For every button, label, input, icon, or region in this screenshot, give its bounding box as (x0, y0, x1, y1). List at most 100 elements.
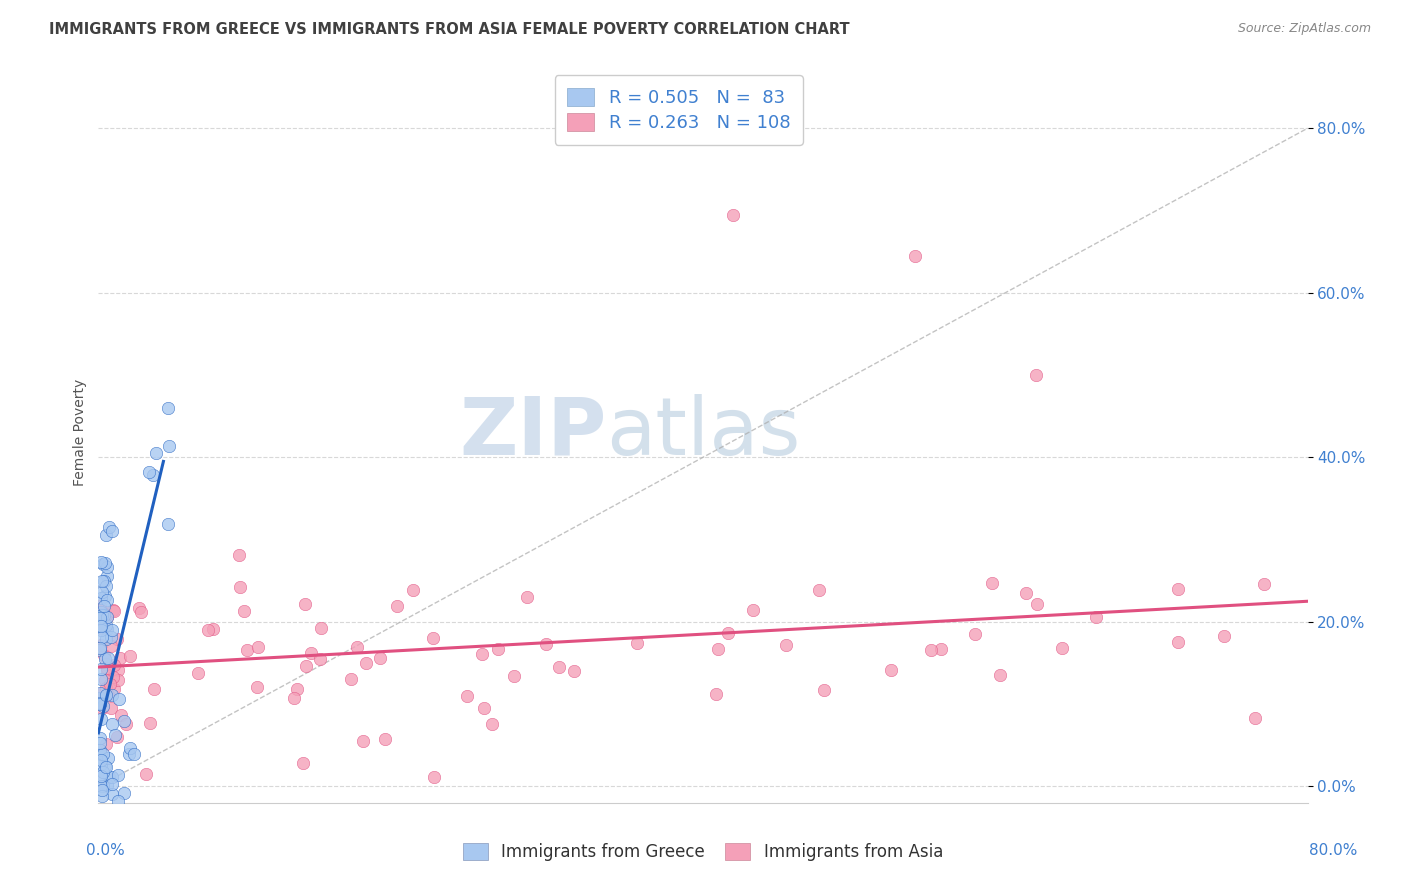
Point (118, 747, 141, 761)
Point (97, 688, 120, 702)
Point (456, 689, 478, 703)
Point (138, 466, 160, 480)
Point (89, 691, 111, 706)
Point (98, 520, 121, 534)
Point (1050, 640, 1073, 655)
Text: ZIP: ZIP (458, 393, 606, 472)
Point (422, 631, 444, 645)
Text: 0.0%: 0.0% (86, 843, 125, 858)
Point (89, 607, 111, 621)
Point (96, 569, 118, 583)
Point (201, 622, 224, 636)
Point (93, 652, 115, 666)
Point (299, 646, 322, 660)
Point (129, 605, 152, 619)
Point (96, 661, 118, 675)
Point (423, 770, 446, 784)
Point (89, 610, 111, 624)
Point (89, 696, 111, 710)
Point (481, 717, 503, 731)
Point (339, 672, 361, 686)
Point (91, 584, 114, 599)
Point (112, 786, 135, 800)
Point (89, 742, 111, 756)
Point (93, 607, 115, 622)
Point (374, 732, 396, 747)
Point (385, 599, 408, 614)
Y-axis label: Female Poverty: Female Poverty (73, 379, 87, 486)
Point (157, 401, 180, 415)
Point (110, 707, 132, 722)
Point (103, 603, 125, 617)
Point (93, 759, 115, 773)
Point (486, 642, 509, 657)
Point (128, 600, 150, 615)
Point (89, 736, 111, 750)
Point (142, 467, 165, 482)
Point (101, 770, 124, 784)
Point (91, 608, 114, 623)
Point (143, 682, 166, 697)
Point (89, 599, 111, 614)
Point (90, 752, 112, 766)
Point (246, 640, 269, 655)
Point (93, 765, 115, 780)
Text: IMMIGRANTS FROM GREECE VS IMMIGRANTS FROM ASIA FEMALE POVERTY CORRELATION CHART: IMMIGRANTS FROM GREECE VS IMMIGRANTS FRO… (49, 22, 849, 37)
Point (90, 782, 112, 797)
Point (96, 610, 118, 624)
Point (90, 757, 112, 772)
Point (904, 249, 927, 263)
Point (94, 590, 117, 604)
Point (717, 626, 740, 640)
Point (963, 627, 986, 641)
Point (90, 605, 112, 619)
Point (283, 690, 305, 705)
Point (94, 681, 117, 695)
Point (96, 750, 118, 764)
Point (197, 623, 219, 637)
Point (100, 701, 122, 715)
Point (118, 740, 141, 755)
Point (516, 590, 538, 604)
Point (294, 598, 316, 612)
Point (233, 604, 256, 618)
Point (94, 621, 117, 635)
Point (1167, 635, 1189, 649)
Point (101, 716, 124, 731)
Point (90, 769, 112, 783)
Point (929, 641, 952, 656)
Point (472, 701, 495, 715)
Point (741, 603, 763, 617)
Point (91, 607, 114, 622)
Point (90, 591, 112, 605)
Point (91, 691, 114, 706)
Point (94, 618, 117, 632)
Point (562, 664, 585, 678)
Point (96, 593, 118, 607)
Point (626, 636, 648, 650)
Point (93, 557, 115, 571)
Point (93, 599, 115, 613)
Point (157, 439, 180, 453)
Point (93, 607, 115, 622)
Point (112, 714, 135, 728)
Point (981, 576, 1004, 591)
Point (775, 638, 797, 652)
Point (90, 611, 112, 625)
Point (813, 683, 835, 698)
Point (103, 603, 125, 617)
Point (91, 700, 114, 714)
Point (90, 673, 112, 687)
Point (96, 610, 118, 624)
Text: atlas: atlas (606, 393, 800, 472)
Point (90, 779, 112, 793)
Point (96, 689, 118, 703)
Point (704, 687, 727, 701)
Point (352, 733, 374, 747)
Point (101, 787, 124, 801)
Point (1213, 629, 1236, 643)
Point (89, 685, 111, 699)
Point (124, 747, 146, 761)
Point (89, 609, 111, 624)
Point (236, 643, 259, 657)
